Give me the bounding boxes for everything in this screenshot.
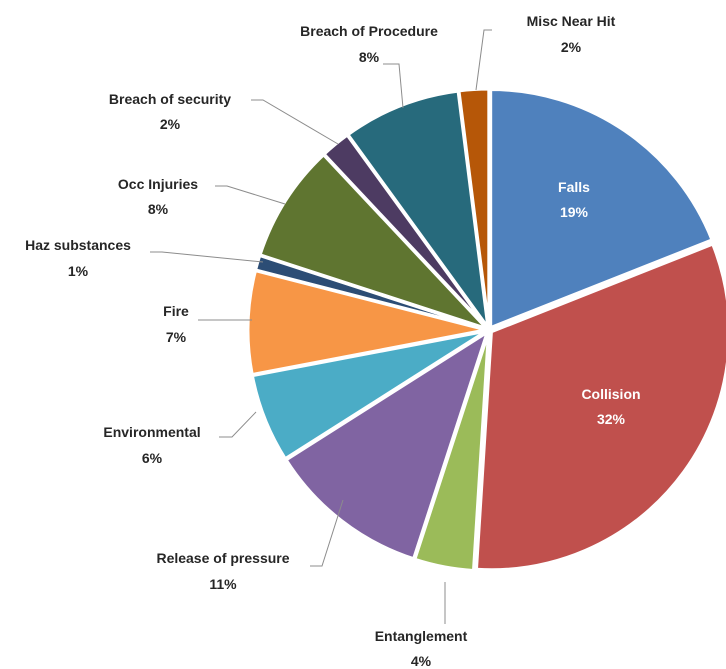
pie-slice-misc-near-hit [457,87,491,328]
leader-line-misc-near-hit [475,29,492,91]
slice-label-collision: Collision 32% [581,386,640,427]
data-labels: Falls 19% Collision 32% Entanglement 4% Rel… [25,13,640,669]
slice-label-misc-near-hit: Misc Near Hit 2% [527,13,616,55]
leader-lines [150,29,492,624]
leader-line-breach-of-security [251,99,339,145]
slice-label-occ-injuries: Occ Injuries 8% [118,176,198,217]
leader-line-environmental [219,411,257,438]
pie-slice-collision [474,242,726,572]
leader-line-breach-of-procedure [383,63,404,109]
slice-label-haz-substances: Haz substances 1% [25,237,131,279]
leader-line-haz-substances [150,251,264,263]
slice-label-breach-of-security: Breach of security 2% [109,91,231,132]
leader-line-occ-injuries [215,185,286,205]
slice-label-release-of-pressure: Release of pressure 11% [156,550,289,592]
pie-slice-release-of-pressure [284,328,490,561]
pie-slice-breach-of-procedure [345,89,490,329]
slice-label-entanglement: Entanglement 4% [375,628,468,669]
pie-slices [246,87,726,573]
slice-label-breach-of-procedure: Breach of Procedure 8% [300,23,438,65]
pie-slice-fire [246,268,487,377]
slice-label-falls: Falls 19% [558,179,590,220]
leader-line-release-of-pressure [310,499,344,567]
pie-slice-occ-injuries [258,152,488,330]
slice-label-fire: Fire 7% [163,303,189,345]
slice-label-environmental: Environmental 6% [103,424,200,466]
pie-slice-falls [489,88,714,330]
